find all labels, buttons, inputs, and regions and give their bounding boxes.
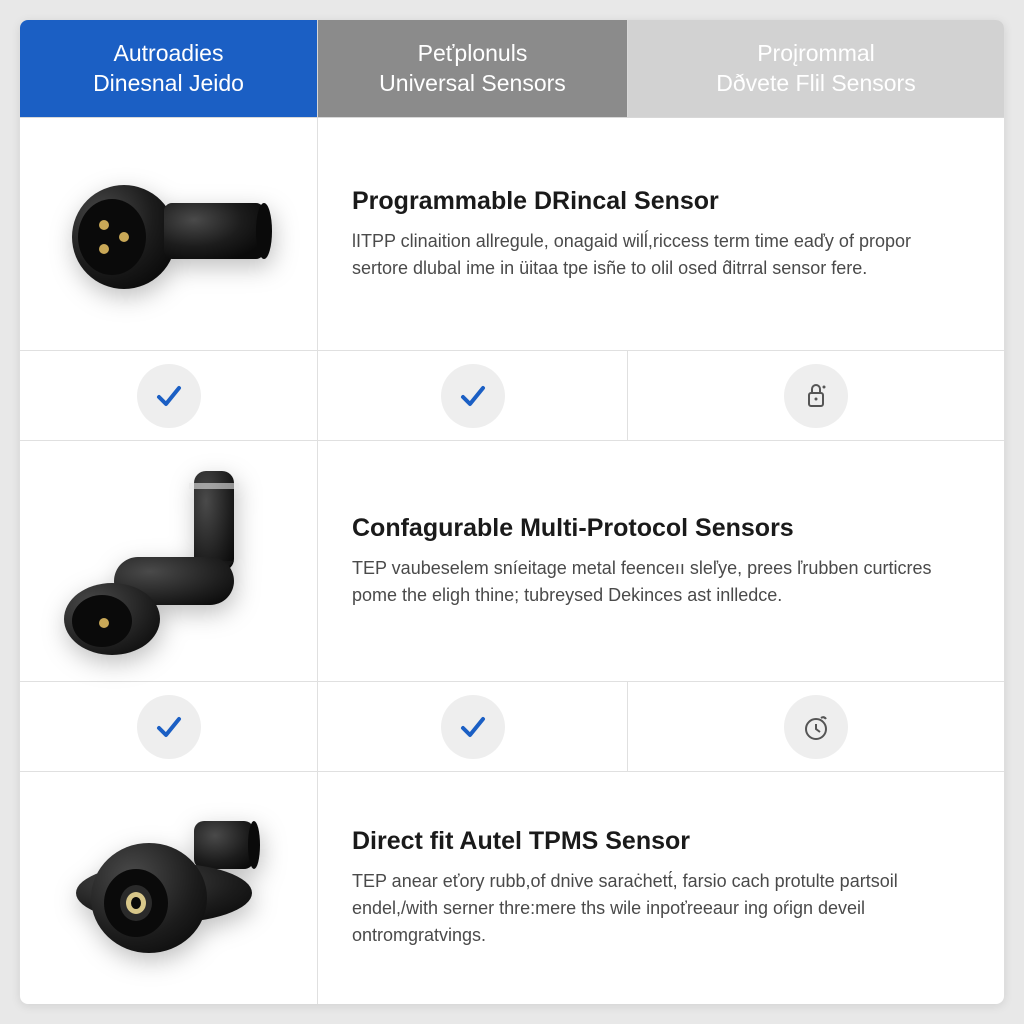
comparison-table: Autroadies Dinesnal Jeido Peťplonuls Uni… [20,20,1004,1004]
header-3-line1: Proįrommal [757,39,875,69]
header-col-1: Autroadies Dinesnal Jeido [20,20,318,117]
header-1-line2: Dinesnal Jeido [93,69,244,99]
check-icon [441,695,505,759]
clock-icon [784,695,848,759]
row-2-title: Confagurable Multi-Protocol Sensors [352,514,970,543]
header-col-2: Peťplonuls Universal Sensors [318,20,628,117]
product-image-1 [20,118,318,350]
row-2: Confagurable Multi-Protocol Sensors TEP … [20,441,1004,682]
header-col-3: Proįrommal Dðvete Flil Sensors [628,20,1004,117]
check-icon [137,695,201,759]
sensor-connector-icon [54,159,284,309]
icon-2-2 [318,682,628,771]
row-2-text: Confagurable Multi-Protocol Sensors TEP … [318,441,1004,681]
product-image-2 [20,441,318,681]
icon-1-2 [318,351,628,440]
row-3-desc: TEP anear eťory rubb,of dnive saraċhett́… [352,868,970,949]
header-row: Autroadies Dinesnal Jeido Peťplonuls Uni… [20,20,1004,118]
row-1: Programmable DRincal Sensor lITPP clinai… [20,118,1004,351]
row-1-text: Programmable DRincal Sensor lITPP clinai… [318,118,1004,350]
row-3-text: Direct fit Autel TPMS Sensor TEP anear e… [318,772,1004,1004]
lock-icon [784,364,848,428]
icon-2-3 [628,682,1004,771]
icon-2-1 [20,682,318,771]
header-2-line1: Peťplonuls [418,39,528,69]
sensor-elbow-icon [54,461,284,661]
check-icon [137,364,201,428]
sensor-valve-icon [54,803,284,973]
icon-1-3 [628,351,1004,440]
row-1-title: Programmable DRincal Sensor [352,187,970,216]
header-2-line2: Universal Sensors [379,69,566,99]
icon-1-1 [20,351,318,440]
product-image-3 [20,772,318,1004]
icon-row-1 [20,351,1004,441]
header-3-line2: Dðvete Flil Sensors [716,69,915,99]
header-1-line1: Autroadies [114,39,224,69]
row-2-desc: TEP vaubeselem sníeitage metal feenceıı … [352,555,970,609]
check-icon [441,364,505,428]
icon-row-2 [20,682,1004,772]
row-1-desc: lITPP clinaition allregule, onagaid wilĺ… [352,228,970,282]
row-3-title: Direct fit Autel TPMS Sensor [352,827,970,856]
row-3: Direct fit Autel TPMS Sensor TEP anear e… [20,772,1004,1004]
